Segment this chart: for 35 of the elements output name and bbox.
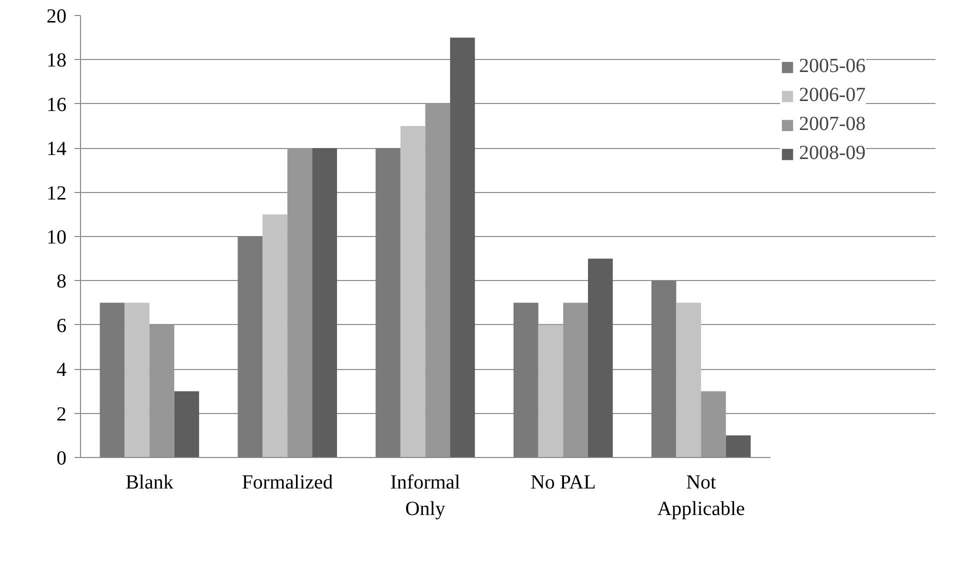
legend-label: 2006-07: [799, 84, 866, 107]
bar: [124, 302, 150, 458]
bar: [312, 148, 337, 458]
y-tick-label: 2: [56, 403, 66, 426]
bar: [651, 280, 676, 458]
x-tick-label: Formalized: [242, 472, 333, 494]
y-tick-label: 18: [46, 50, 66, 72]
bar: [100, 302, 125, 458]
bar: [538, 324, 564, 458]
bar: [450, 38, 475, 458]
y-tick-label: 10: [46, 226, 66, 248]
bar: [262, 214, 288, 458]
legend-label: 2008-09: [799, 142, 866, 165]
bar: [676, 302, 702, 458]
y-tick-label: 6: [56, 314, 66, 337]
y-tick-label: 0: [56, 448, 66, 470]
legend-label: 2007-08: [799, 113, 866, 136]
bar: [376, 148, 400, 458]
bar: [238, 236, 263, 458]
bar: [514, 302, 538, 458]
bar: [174, 391, 200, 458]
x-tick-label: No PAL: [530, 472, 596, 494]
x-tick-label: Not Applicable: [657, 472, 746, 520]
legend-label: 2005-06: [799, 55, 866, 78]
bar: [400, 126, 426, 458]
y-tick-label: 12: [46, 182, 66, 204]
y-tick-label: 20: [46, 6, 66, 28]
bar: [726, 435, 751, 458]
bar: [588, 258, 613, 458]
y-tick-label: 4: [56, 359, 66, 382]
y-tick-label: 8: [56, 270, 66, 293]
x-tick-label: Informal Only: [390, 472, 461, 520]
y-tick-label: 14: [46, 138, 66, 160]
x-tick-label: Blank: [126, 472, 174, 494]
y-tick-label: 16: [46, 94, 66, 116]
